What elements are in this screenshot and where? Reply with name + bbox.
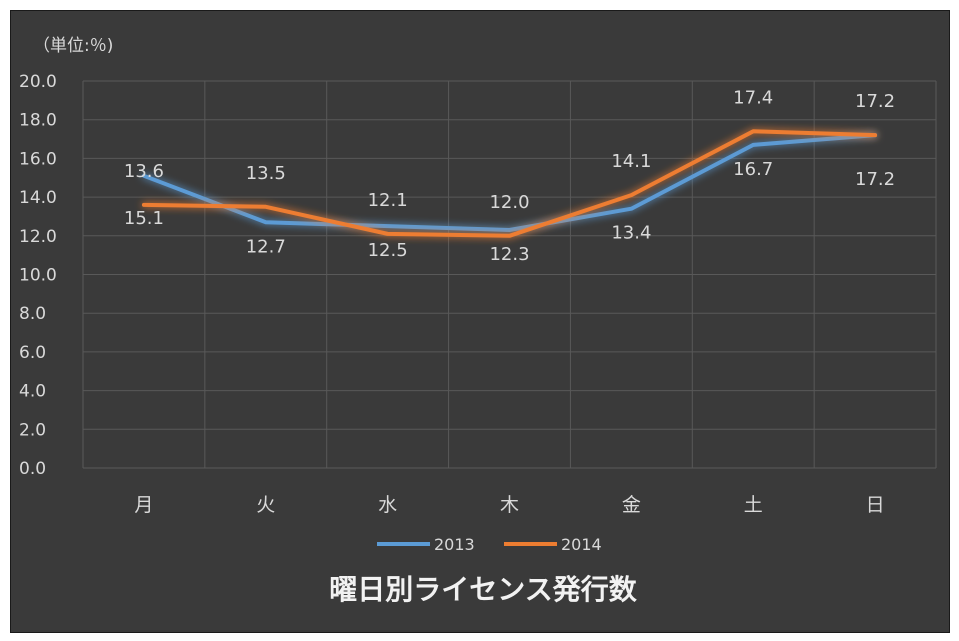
line-chart: （単位:％) 0.0 2.0 4.0 6.0 8.0 10.0 12.0 14.0 16.0 18… <box>19 36 937 606</box>
data-label-2014: 14.1 <box>611 151 651 172</box>
y-tick-label: 12.0 <box>19 227 57 247</box>
data-label-2014: 17.4 <box>733 87 773 108</box>
y-axis-ticks: 0.0 2.0 4.0 6.0 8.0 10.0 12.0 14.0 16.0 18.0 20.0 <box>19 72 57 479</box>
data-label-2013: 13.4 <box>611 223 651 244</box>
x-tick-label: 金 <box>622 494 641 516</box>
data-label-2013: 15.1 <box>124 208 164 229</box>
x-axis-ticks: 月火水木金土日 <box>134 494 884 516</box>
y-tick-label: 6.0 <box>19 343 46 363</box>
y-tick-label: 10.0 <box>19 266 57 286</box>
x-tick-label: 土 <box>744 494 763 516</box>
y-tick-label: 20.0 <box>19 72 57 92</box>
data-point <box>387 225 389 227</box>
data-point <box>143 204 145 206</box>
y-tick-label: 0.0 <box>19 459 46 479</box>
series-lines <box>141 129 878 238</box>
data-label-2014: 12.1 <box>368 190 408 211</box>
y-tick-label: 4.0 <box>19 382 46 402</box>
data-point <box>265 206 267 208</box>
legend-label-2013: 2013 <box>434 535 475 554</box>
data-point <box>387 233 389 235</box>
x-tick-label: 月 <box>134 494 153 516</box>
data-point <box>509 235 510 237</box>
x-tick-label: 日 <box>866 494 885 516</box>
data-label-2013: 16.7 <box>733 159 773 180</box>
data-label-2013: 17.2 <box>855 169 895 190</box>
data-label-2013: 12.5 <box>368 240 408 261</box>
data-point <box>265 221 267 223</box>
data-point <box>630 208 632 210</box>
data-point <box>509 229 510 231</box>
data-label-2014: 17.2 <box>855 91 895 112</box>
legend: 2013 2014 <box>377 535 602 554</box>
chart-title: 曜日別ライセンス発行数 <box>329 573 637 606</box>
data-label-2013: 12.3 <box>489 244 529 265</box>
data-point <box>752 144 754 146</box>
chart-container: （単位:％) 0.0 2.0 4.0 6.0 8.0 10.0 12.0 14.0 16.0 18… <box>10 10 950 633</box>
data-label-2013: 12.7 <box>246 236 286 257</box>
data-label-2014: 13.5 <box>246 163 286 184</box>
x-tick-label: 水 <box>378 494 397 516</box>
data-labels: 15.1 13.6 12.7 13.5 12.5 12.1 12.3 12.0 13.4 14.1… <box>124 87 895 265</box>
legend-label-2014: 2014 <box>561 535 602 554</box>
data-point <box>630 194 632 196</box>
unit-label: （単位:％) <box>33 36 113 56</box>
data-point <box>752 130 754 132</box>
y-tick-label: 14.0 <box>19 188 57 208</box>
data-point <box>143 175 145 177</box>
y-tick-label: 18.0 <box>19 111 57 131</box>
x-tick-label: 木 <box>500 494 519 516</box>
y-tick-label: 2.0 <box>19 420 46 440</box>
gridlines <box>82 80 937 469</box>
data-point <box>874 134 876 136</box>
y-tick-label: 8.0 <box>19 304 46 324</box>
data-label-2014: 12.0 <box>489 192 529 213</box>
y-tick-label: 16.0 <box>19 149 57 169</box>
data-label-2014: 13.6 <box>124 161 164 182</box>
x-tick-label: 火 <box>256 494 275 516</box>
